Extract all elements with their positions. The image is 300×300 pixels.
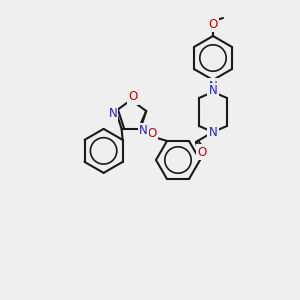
Text: N: N	[139, 124, 148, 137]
Text: N: N	[108, 106, 117, 119]
Text: O: O	[197, 146, 207, 158]
Text: O: O	[147, 128, 157, 140]
Text: N: N	[208, 80, 217, 92]
Text: N: N	[208, 127, 217, 140]
Text: O: O	[208, 17, 217, 31]
Text: O: O	[128, 90, 138, 104]
Text: N: N	[208, 85, 217, 98]
